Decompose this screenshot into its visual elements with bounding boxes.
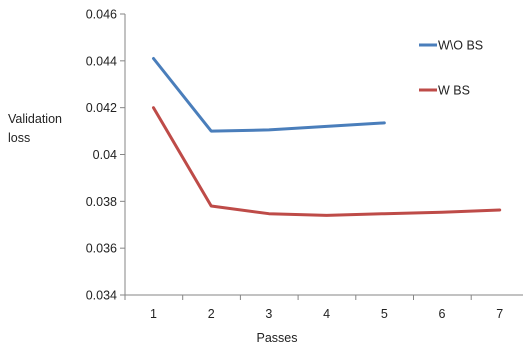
y-axis-title: Validation loss — [8, 112, 62, 145]
y-axis-title-line: Validation — [8, 112, 62, 126]
y-axis-title-line: loss — [8, 131, 30, 145]
series-layer — [152, 57, 502, 217]
x-tick-label: 1 — [150, 307, 157, 321]
y-tick-label: 0.036 — [86, 242, 117, 256]
series-line-1 — [152, 57, 386, 133]
y-tick-label: 0.038 — [86, 195, 117, 209]
x-tick-label: 7 — [496, 307, 503, 321]
legend-label-2: W BS — [438, 84, 470, 98]
legend-label-1: W\O BS — [438, 39, 483, 53]
y-tick-label: 0.034 — [86, 289, 117, 303]
plot-area: 0.034 0.036 0.038 0.04 0.042 0.044 0.046 1 2 3 4 5… — [86, 8, 523, 321]
y-tick-label: 0.04 — [93, 148, 117, 162]
y-tick-label: 0.044 — [86, 54, 117, 68]
x-tick-label: 4 — [323, 307, 330, 321]
x-tick-label: 5 — [381, 307, 388, 321]
y-axis-ticks: 0.034 0.036 0.038 0.04 0.042 0.044 0.046 — [86, 8, 125, 303]
x-tick-label: 3 — [265, 307, 272, 321]
x-axis-ticks: 1 2 3 4 5 6 7 — [124, 295, 503, 321]
x-tick-label: 2 — [208, 307, 215, 321]
x-tick-label: 6 — [439, 307, 446, 321]
x-axis-title: Passes — [257, 331, 298, 345]
legend: W\O BS W BS — [419, 39, 483, 98]
series-line-2 — [152, 106, 502, 217]
y-tick-label: 0.042 — [86, 101, 117, 115]
y-tick-label: 0.046 — [86, 8, 117, 22]
